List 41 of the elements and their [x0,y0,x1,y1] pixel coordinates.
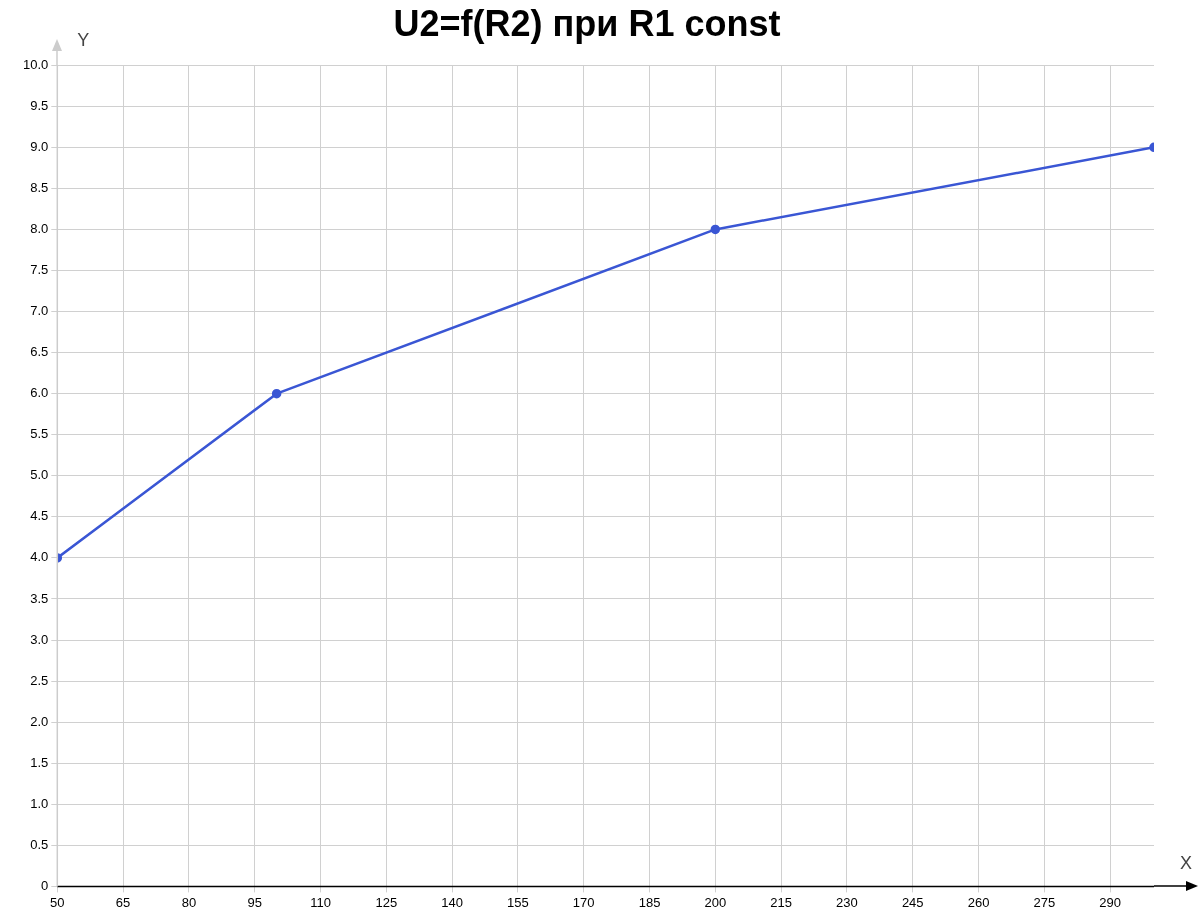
y-tick-label: 9.5 [30,97,49,113]
x-tick-label: 245 [901,894,924,910]
x-tick-label: 110 [310,894,331,910]
x-tick-label: 50 [50,894,65,910]
y-tick-label: 7.0 [30,303,49,319]
y-tick-label: 10.0 [22,56,49,72]
x-tick-label: 230 [836,894,858,910]
x-tick-label: 140 [441,894,463,910]
y-tick-label: 1.0 [30,795,49,811]
x-tick-label: 65 [115,894,131,910]
x-tick-label: 125 [375,894,398,910]
x-tick-label: 200 [704,894,727,910]
y-tick-label: 3.0 [30,631,49,647]
y-tick-label: 7.5 [30,262,49,278]
chart-title: U2=f(R2) при R1 const [393,2,781,44]
y-tick-label: 4.0 [30,549,49,565]
y-tick-label: 6.0 [30,385,49,401]
y-tick-label: 1.5 [30,754,49,770]
y-tick-label: 2.5 [30,672,49,688]
y-tick-label: 8.5 [30,179,49,195]
x-tick-label: 155 [507,894,529,910]
y-tick-label: 4.5 [30,508,49,524]
y-tick-label: 5.5 [30,426,49,442]
x-tick-label: 170 [572,894,595,910]
y-tick-label: 0.5 [30,836,49,852]
y-tick-label: 3.5 [30,590,49,606]
y-axis-title: Y [77,30,90,51]
y-tick-label: 8.0 [30,221,49,237]
x-tick-label: 95 [247,894,262,910]
x-axis-title: X [1179,853,1193,874]
x-tick-label: 275 [1033,894,1056,910]
y-tick-label: 0 [41,877,49,893]
x-tick-label: 185 [638,894,661,910]
x-tick-label: 80 [181,894,197,910]
x-tick-label: 290 [1099,894,1121,910]
y-tick-label: 6.5 [30,344,49,360]
x-tick-label: 215 [770,894,792,910]
y-tick-label: 5.0 [30,467,49,483]
x-tick-label: 260 [967,894,990,910]
y-tick-label: 9.0 [30,138,49,154]
y-tick-label: 2.0 [30,713,49,729]
